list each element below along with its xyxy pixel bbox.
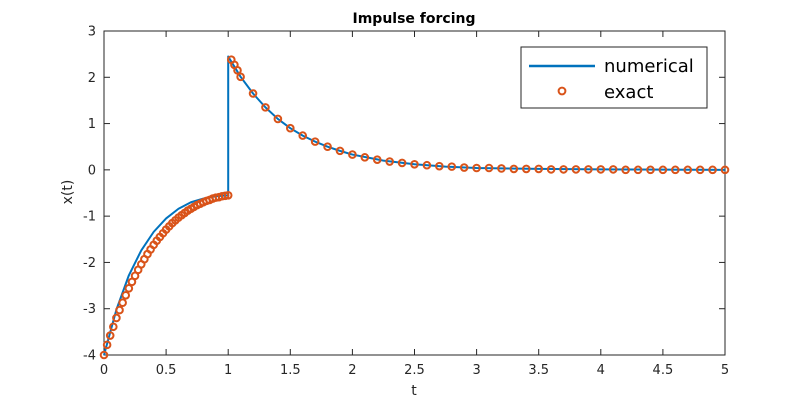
data-point-exact (447, 162, 457, 171)
data-point-exact (646, 165, 655, 175)
y-tick-label: -3 (83, 302, 96, 317)
data-point-exact (683, 165, 693, 175)
data-point-exact (121, 290, 131, 300)
y-tick-label: -2 (83, 256, 96, 271)
x-tick-label: 3.5 (528, 363, 549, 378)
data-point-exact (335, 146, 345, 156)
x-tick-label: 5 (721, 363, 729, 378)
y-axis-ticks: -4 -3 -2 -1 0 1 2 3 (83, 25, 725, 364)
x-tick-label: 3 (472, 363, 480, 378)
data-point-exact (236, 72, 245, 82)
series-line-numerical (103, 55, 726, 356)
data-point-exact (233, 66, 242, 75)
data-point-exact (109, 322, 118, 332)
data-point-exact (534, 164, 544, 174)
data-point-exact (410, 160, 419, 169)
data-point-exact (484, 163, 494, 173)
data-point-exact (596, 165, 606, 174)
y-tick-label: 1 (88, 117, 96, 132)
y-tick-label: -1 (83, 210, 96, 225)
data-point-exact (422, 160, 432, 170)
data-point-exact (571, 165, 581, 174)
x-tick-label: 1.5 (280, 363, 301, 378)
data-point-exact (115, 305, 124, 315)
data-point-exact (298, 131, 308, 140)
data-point-exact (310, 137, 320, 146)
chart-title: Impulse forcing (353, 11, 476, 27)
legend-label-exact: exact (604, 82, 653, 103)
y-tick-label: 3 (88, 25, 96, 40)
data-point-exact (608, 165, 618, 174)
data-point-exact (435, 161, 444, 171)
y-axis-label: x(t) (60, 180, 76, 205)
data-point-exact (385, 157, 394, 166)
data-point-exact (105, 331, 115, 340)
x-tick-label: 4 (597, 363, 605, 378)
y-tick-label: 0 (88, 163, 96, 178)
data-point-exact (695, 165, 705, 175)
data-point-exact (112, 313, 121, 323)
data-point-exact (633, 165, 643, 175)
legend: numerical exact (520, 46, 708, 109)
data-point-exact (671, 165, 680, 175)
x-tick-label: 4.5 (653, 363, 674, 378)
data-point-exact (459, 163, 469, 172)
data-point-exact (118, 298, 127, 308)
data-point-exact (372, 155, 382, 164)
data-point-exact (102, 340, 112, 350)
data-point-exact (509, 164, 519, 174)
data-point-exact (584, 165, 593, 174)
series-layer (99, 55, 730, 360)
x-tick-label: 2.5 (404, 363, 425, 378)
data-point-exact (521, 164, 531, 174)
data-point-exact (323, 142, 332, 152)
data-point-exact (286, 123, 295, 133)
data-point-exact (124, 284, 134, 293)
legend-label-numerical: numerical (604, 56, 694, 77)
data-point-exact (273, 114, 283, 124)
data-point-exact (261, 103, 270, 112)
data-point-exact (708, 165, 717, 175)
data-point-exact (658, 165, 668, 175)
data-point-exact (360, 153, 370, 162)
data-point-exact (621, 165, 630, 175)
legend-box (520, 46, 708, 109)
data-point-exact (720, 165, 730, 175)
legend-marker-swatch (557, 86, 567, 96)
y-tick-label: 2 (88, 71, 96, 86)
x-tick-label: 1 (224, 363, 232, 378)
x-tick-label: 0 (100, 363, 108, 378)
data-point-exact (546, 165, 556, 174)
data-point-exact (248, 89, 258, 98)
data-point-exact (559, 165, 568, 174)
x-axis-label: t (411, 383, 417, 399)
data-point-exact (472, 163, 481, 173)
x-tick-label: 2 (348, 363, 356, 378)
data-point-exact (99, 350, 109, 360)
x-axis-ticks: 0 0.5 1 1.5 2 2.5 3 3.5 4 4.5 5 (100, 31, 729, 378)
y-tick-label: -4 (83, 349, 96, 364)
data-point-exact (348, 150, 357, 159)
data-point-exact (223, 191, 233, 200)
x-tick-label: 0.5 (156, 363, 177, 378)
data-point-exact (397, 158, 407, 168)
data-point-exact (497, 164, 506, 173)
